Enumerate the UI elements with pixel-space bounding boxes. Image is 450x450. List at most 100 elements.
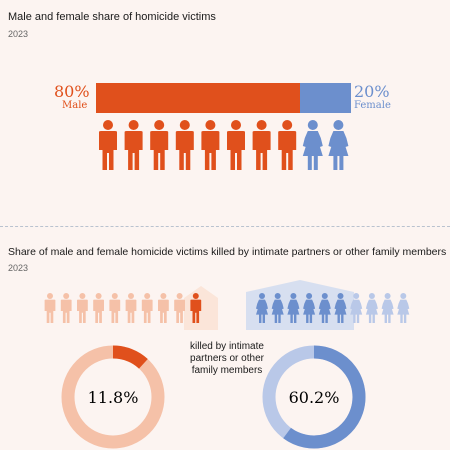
person-head xyxy=(306,293,313,299)
male-icon-small xyxy=(60,293,72,323)
male-donut-value: 11.8% xyxy=(87,388,139,407)
person-body xyxy=(190,299,202,323)
person-body xyxy=(256,299,268,323)
person-body xyxy=(109,299,121,323)
male-icon-small xyxy=(190,293,202,323)
bar-segment-male xyxy=(96,83,300,113)
person-body xyxy=(278,131,297,170)
male-icon-small xyxy=(158,293,169,323)
male-icon xyxy=(252,120,271,170)
female-share-value: 20% xyxy=(354,82,390,101)
person-head xyxy=(160,293,167,299)
person-head xyxy=(321,293,328,299)
person-head xyxy=(384,293,391,299)
male-icon-small xyxy=(77,293,88,323)
person-head xyxy=(274,293,281,299)
male-icon xyxy=(99,120,117,170)
female-icon-small xyxy=(365,293,378,323)
person-body xyxy=(271,299,284,323)
female-icon-small xyxy=(271,293,284,323)
person-body xyxy=(365,299,378,323)
male-icon xyxy=(150,120,169,170)
person-body xyxy=(201,131,220,170)
person-body xyxy=(150,131,169,170)
section-divider xyxy=(0,226,450,227)
male-icon xyxy=(201,120,220,170)
male-icon xyxy=(227,120,245,170)
person-body xyxy=(303,299,316,323)
person-head xyxy=(192,293,199,299)
person-head xyxy=(79,293,86,299)
person-head xyxy=(333,120,344,130)
share-bar xyxy=(96,83,351,113)
female-icon-small xyxy=(287,293,300,323)
female-icon-small xyxy=(256,293,268,323)
male-share-value: 80% xyxy=(54,82,90,101)
person-head xyxy=(154,120,165,130)
person-body xyxy=(397,299,410,323)
person-head xyxy=(205,120,216,130)
male-icon xyxy=(124,120,143,170)
male-icon-small xyxy=(109,293,121,323)
male-icon-small xyxy=(141,293,153,323)
person-head xyxy=(128,293,134,299)
intimate-icons xyxy=(44,293,410,323)
person-head xyxy=(95,293,102,299)
caption-line: partners or other xyxy=(190,353,264,364)
share-icons xyxy=(99,120,349,170)
donut-track-male xyxy=(61,345,165,449)
person-body xyxy=(99,131,117,170)
female-icon-small xyxy=(303,293,316,323)
person-head xyxy=(368,293,375,299)
person-head xyxy=(144,293,151,299)
person-head xyxy=(256,120,267,130)
female-share-label: Female xyxy=(354,100,391,111)
person-body xyxy=(158,299,169,323)
male-icon xyxy=(278,120,297,170)
chart-subtitle-share: 2023 xyxy=(8,29,29,39)
person-body xyxy=(227,131,245,170)
person-body xyxy=(328,131,349,170)
female-icon-small xyxy=(381,293,394,323)
person-body xyxy=(60,299,72,323)
person-head xyxy=(103,120,113,130)
person-head xyxy=(290,293,297,299)
chart-title-intimate: Share of male and female homicide victim… xyxy=(8,246,447,258)
female-icon-small xyxy=(397,293,410,323)
female-icon-small xyxy=(318,293,331,323)
person-body xyxy=(287,299,300,323)
female-donut-value: 60.2% xyxy=(288,388,340,407)
donut-slice-female xyxy=(283,345,366,449)
person-head xyxy=(337,293,344,299)
person-body xyxy=(252,131,271,170)
person-head xyxy=(307,120,318,130)
person-body xyxy=(381,299,394,323)
chart-subtitle-intimate: 2023 xyxy=(8,263,29,273)
person-body xyxy=(318,299,331,323)
person-head xyxy=(47,293,53,299)
person-body xyxy=(334,299,347,323)
person-head xyxy=(353,293,360,299)
person-head xyxy=(128,120,139,130)
person-head xyxy=(63,293,70,299)
male-icon-small xyxy=(93,293,104,323)
person-head xyxy=(400,293,407,299)
person-head xyxy=(111,293,118,299)
person-head xyxy=(259,293,265,299)
male-icon-small xyxy=(44,293,56,323)
male-share-label: Male xyxy=(62,100,88,111)
female-icon xyxy=(328,120,349,170)
person-body xyxy=(93,299,104,323)
female-icon-small xyxy=(334,293,347,323)
female-icon-small xyxy=(350,293,363,323)
person-body xyxy=(77,299,88,323)
male-icon xyxy=(175,120,194,170)
donut-slice-male xyxy=(112,345,148,369)
person-body xyxy=(302,131,323,170)
person-head xyxy=(179,120,190,130)
female-icon xyxy=(302,120,323,170)
person-head xyxy=(231,120,241,130)
person-head xyxy=(282,120,293,130)
caption-line: killed by intimate xyxy=(190,341,264,352)
